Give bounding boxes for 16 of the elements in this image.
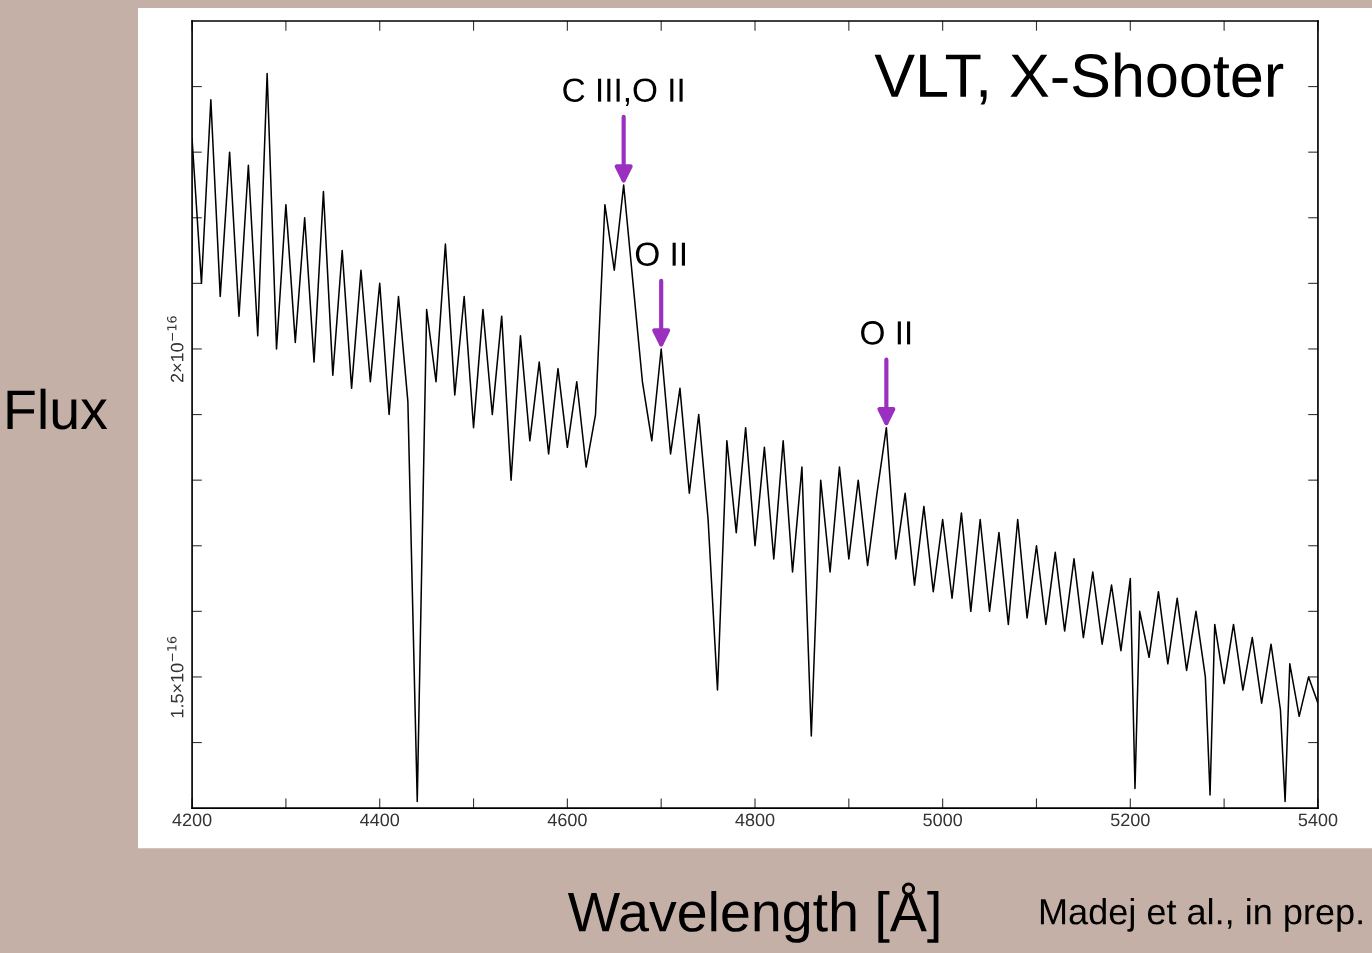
x-tick-label: 4800 bbox=[735, 813, 775, 827]
x-tick-label: 5200 bbox=[1110, 813, 1150, 827]
annotation: O II bbox=[635, 242, 685, 266]
annotation: O II bbox=[861, 321, 911, 345]
y-tick-label: 2×10$^{−16}$ bbox=[167, 316, 184, 383]
x-axis-title: Wavelength [Å] bbox=[567, 882, 939, 943]
x-tick-label: 4400 bbox=[360, 813, 400, 827]
x-tick-label: 4600 bbox=[547, 813, 587, 827]
x-tick-label: 5000 bbox=[923, 813, 963, 827]
x-tick-label: 4200 bbox=[172, 813, 212, 827]
x-tick-label: 5400 bbox=[1298, 813, 1338, 827]
text: Madej et al., in prep. bbox=[1040, 898, 1362, 932]
y-tick-label: 1.5×10$^{−16}$ bbox=[167, 636, 184, 718]
annotation: C III,O II bbox=[563, 78, 683, 106]
annotation: VLT, X-Shooter bbox=[874, 52, 1284, 105]
y-axis-title: Flux bbox=[7, 388, 108, 430]
